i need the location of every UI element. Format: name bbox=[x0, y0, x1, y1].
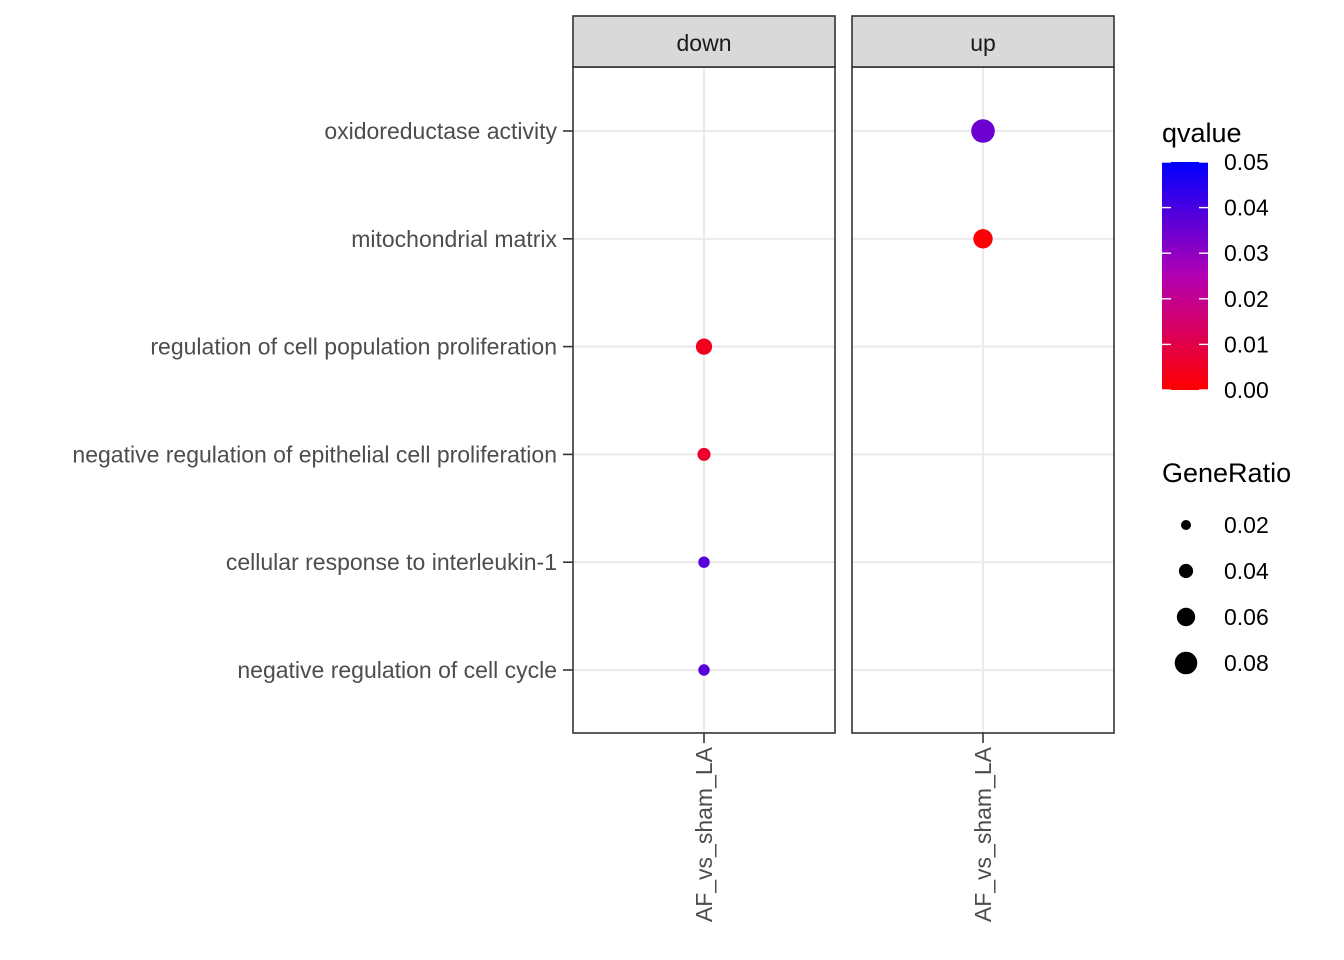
y-tick-label: regulation of cell population proliferat… bbox=[150, 334, 557, 360]
x-axis: AF_vs_sham_LA AF_vs_sham_LA bbox=[691, 733, 996, 922]
size-legend-label: 0.08 bbox=[1224, 650, 1269, 676]
color-tick-label: 0.03 bbox=[1224, 240, 1269, 266]
y-axis: oxidoreductase activity mitochondrial mat… bbox=[72, 118, 573, 683]
panel-points bbox=[971, 119, 995, 249]
facet-panel-up: up bbox=[851, 15, 1115, 734]
data-point bbox=[973, 229, 993, 249]
size-legend-label: 0.02 bbox=[1224, 512, 1269, 538]
size-legend: GeneRatio 0.02 0.04 0.06 0.08 bbox=[1162, 458, 1291, 676]
size-legend-keys: 0.02 0.04 0.06 0.08 bbox=[1174, 512, 1269, 676]
color-tick-label: 0.00 bbox=[1224, 377, 1269, 403]
x-tick-label: AF_vs_sham_LA bbox=[970, 746, 996, 922]
data-point bbox=[695, 338, 713, 355]
color-legend-title: qvalue bbox=[1162, 118, 1242, 148]
size-legend-label: 0.06 bbox=[1224, 604, 1269, 630]
color-tick-label: 0.01 bbox=[1224, 331, 1269, 357]
y-tick-label: cellular response to interleukin-1 bbox=[226, 549, 557, 575]
size-legend-dot bbox=[1174, 651, 1198, 675]
data-point bbox=[698, 664, 710, 676]
color-tick-label: 0.04 bbox=[1224, 195, 1269, 221]
color-legend-bar bbox=[1162, 162, 1208, 390]
size-legend-dot bbox=[1181, 520, 1191, 530]
facet-panel-down: down bbox=[572, 15, 836, 734]
facet-strip-down bbox=[572, 15, 836, 68]
facet-label-up: up bbox=[970, 30, 996, 56]
y-tick-label: mitochondrial matrix bbox=[351, 226, 557, 252]
data-point bbox=[698, 556, 710, 568]
size-legend-label: 0.04 bbox=[1224, 558, 1269, 584]
y-tick-label: negative regulation of epithelial cell p… bbox=[72, 441, 557, 467]
y-tick-label: oxidoreductase activity bbox=[324, 118, 557, 144]
color-legend-ticks: 0.05 0.04 0.03 0.02 0.01 0.00 bbox=[1162, 149, 1269, 403]
size-legend-dot bbox=[1178, 563, 1194, 579]
size-legend-title: GeneRatio bbox=[1162, 458, 1291, 488]
size-legend-dot bbox=[1176, 607, 1196, 627]
panel-points bbox=[695, 338, 713, 676]
facet-label-down: down bbox=[677, 30, 732, 56]
color-tick-label: 0.02 bbox=[1224, 286, 1269, 312]
data-point bbox=[697, 447, 711, 461]
color-legend: qvalue 0.05 0.04 0.03 0.02 0.01 0.00 bbox=[1162, 118, 1269, 403]
facet-strip-up bbox=[851, 15, 1115, 68]
color-tick-label: 0.05 bbox=[1224, 149, 1269, 175]
x-tick-label: AF_vs_sham_LA bbox=[691, 746, 717, 922]
y-tick-label: negative regulation of cell cycle bbox=[237, 657, 557, 683]
data-point bbox=[971, 119, 995, 143]
